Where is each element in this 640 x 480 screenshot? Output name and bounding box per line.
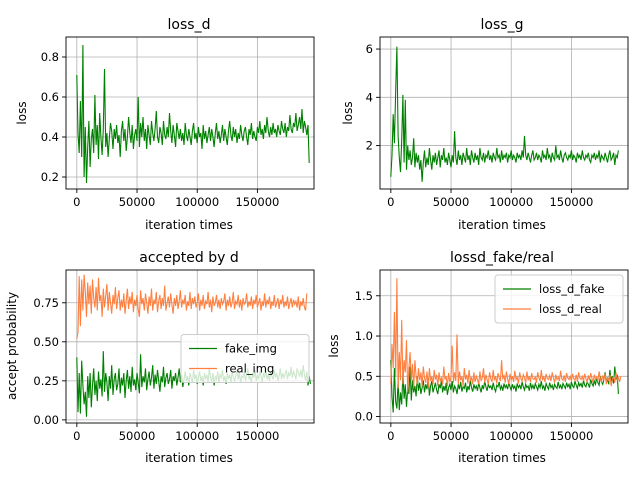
y-tick-label-loss-d-0: 0.2 [41, 170, 59, 184]
series-line-accepted-by-d-1 [76, 274, 308, 339]
legend-box-accepted-by-d [180, 334, 310, 383]
x-tick-label-loss-g-0: 0 [387, 195, 394, 209]
x-tick-label-accepted-by-d-3: 150000 [235, 429, 279, 443]
x-tick-label-accepted-by-d-1: 50000 [119, 429, 156, 443]
legend-label-lossd-fake-real-1: loss_d_real [539, 302, 602, 316]
axes-frame-loss-d [65, 36, 315, 190]
y-tick-label-accepted-by-d-2: 0.50 [33, 335, 59, 349]
y-tick-label-lossd-fake-real-2: 1.0 [355, 329, 373, 343]
x-tick-label-lossd-fake-real-3: 150000 [549, 429, 593, 443]
legend-label-accepted-by-d-0: fake_img [225, 342, 277, 356]
y-tick-label-loss-d-3: 0.8 [41, 50, 59, 64]
y-tick-label-lossd-fake-real-1: 0.5 [355, 369, 373, 383]
subplot-accepted-by-d: accepted by d iteration times accept pro… [5, 250, 239, 465]
subplot-lossd-fake-real-title: lossd_fake/real [450, 250, 554, 266]
y-tick-label-accepted-by-d-0: 0.00 [33, 413, 59, 427]
plot-area-loss-d: 0 50000 100000 150000 0.2 0.4 0.6 0.8 [41, 36, 315, 209]
subplot-loss-d-xlabel: iteration times [145, 218, 233, 232]
subplot-loss-g-title: loss_g [481, 17, 524, 33]
x-tick-label-loss-d-3: 150000 [235, 195, 279, 209]
subplot-loss-d-title: loss_d [168, 17, 211, 33]
y-tick-label-loss-g-1: 4 [366, 90, 373, 104]
x-tick-label-loss-g-2: 100000 [489, 195, 533, 209]
y-tick-label-accepted-by-d-3: 0.75 [33, 296, 59, 310]
legend-label-accepted-by-d-1: real_img [225, 362, 274, 376]
x-tick-label-loss-g-3: 150000 [549, 195, 593, 209]
subplot-accepted-by-d-xlabel: iteration times [145, 451, 233, 465]
plot-area-lossd-fake-real: 0 50000 100000 150000 0.0 0.5 1.0 1.5 loss_d_fak… [355, 269, 629, 443]
x-tick-label-loss-d-1: 50000 [119, 195, 156, 209]
x-tick-label-loss-d-2: 100000 [175, 195, 219, 209]
subplot-loss-d-ylabel: loss [15, 101, 29, 124]
x-tick-label-lossd-fake-real-1: 50000 [433, 429, 470, 443]
x-tick-label-lossd-fake-real-2: 100000 [489, 429, 533, 443]
y-tick-label-loss-g-0: 2 [366, 139, 373, 153]
plot-area-accepted-by-d: 0 50000 100000 150000 0.00 0.25 0.50 0.75 fake_i… [33, 269, 315, 443]
axes-frame-accepted-by-d [65, 269, 315, 424]
subplot-accepted-by-d-ylabel: accept probability [5, 292, 19, 400]
subplot-accepted-by-d-title: accepted by d [139, 250, 238, 266]
x-tick-label-accepted-by-d-0: 0 [73, 429, 80, 443]
series-line-loss-d-0 [76, 44, 310, 184]
y-tick-label-loss-g-2: 6 [366, 42, 373, 56]
legend-box-lossd-fake-real [494, 274, 624, 324]
subplot-lossd-fake-real-xlabel: iteration times [458, 451, 546, 465]
legend-label-lossd-fake-real-0: loss_d_fake [539, 282, 604, 296]
subplot-loss-g: loss_g iteration times loss [341, 17, 546, 232]
subplot-lossd-fake-real: lossd_fake/real iteration times loss [327, 250, 554, 465]
series-line-loss-g-0 [390, 46, 619, 182]
axes-frame-loss-g [379, 36, 629, 190]
x-tick-label-lossd-fake-real-0: 0 [387, 429, 394, 443]
x-tick-label-accepted-by-d-2: 100000 [175, 429, 219, 443]
subplot-loss-g-xlabel: iteration times [458, 218, 546, 232]
x-tick-label-loss-g-1: 50000 [433, 195, 470, 209]
plot-area-loss-g: 0 50000 100000 150000 2 4 6 [366, 36, 629, 209]
x-tick-label-loss-d-0: 0 [73, 195, 80, 209]
y-tick-label-accepted-by-d-1: 0.25 [33, 374, 59, 388]
subplot-loss-g-ylabel: loss [341, 101, 355, 124]
series-line-lossd-fake-real-1 [390, 278, 622, 393]
subplot-lossd-fake-real-ylabel: loss [327, 334, 341, 357]
y-tick-label-lossd-fake-real-0: 0.0 [355, 410, 373, 424]
y-tick-label-loss-d-2: 0.6 [41, 90, 59, 104]
axes-frame-lossd-fake-real [379, 269, 629, 424]
y-tick-label-loss-d-1: 0.4 [41, 130, 59, 144]
y-tick-label-lossd-fake-real-3: 1.5 [355, 289, 373, 303]
subplot-loss-d: loss_d iteration times loss [15, 17, 233, 232]
